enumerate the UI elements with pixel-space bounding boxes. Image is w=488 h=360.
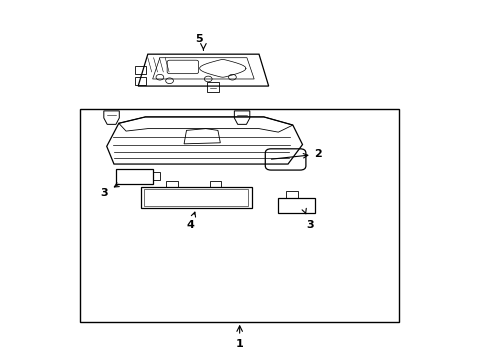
Bar bbox=[140, 187, 251, 208]
Text: 4: 4 bbox=[186, 212, 195, 230]
Bar bbox=[207, 82, 219, 92]
Bar bbox=[135, 77, 146, 85]
Bar bbox=[135, 66, 146, 75]
Bar bbox=[144, 189, 247, 206]
Text: 3: 3 bbox=[100, 183, 119, 198]
Text: 1: 1 bbox=[235, 339, 243, 349]
Text: 5: 5 bbox=[194, 33, 202, 44]
Text: 2: 2 bbox=[271, 149, 322, 159]
Text: 3: 3 bbox=[302, 208, 313, 230]
Bar bbox=[80, 109, 398, 322]
Bar bbox=[166, 181, 178, 187]
Bar bbox=[209, 181, 221, 187]
